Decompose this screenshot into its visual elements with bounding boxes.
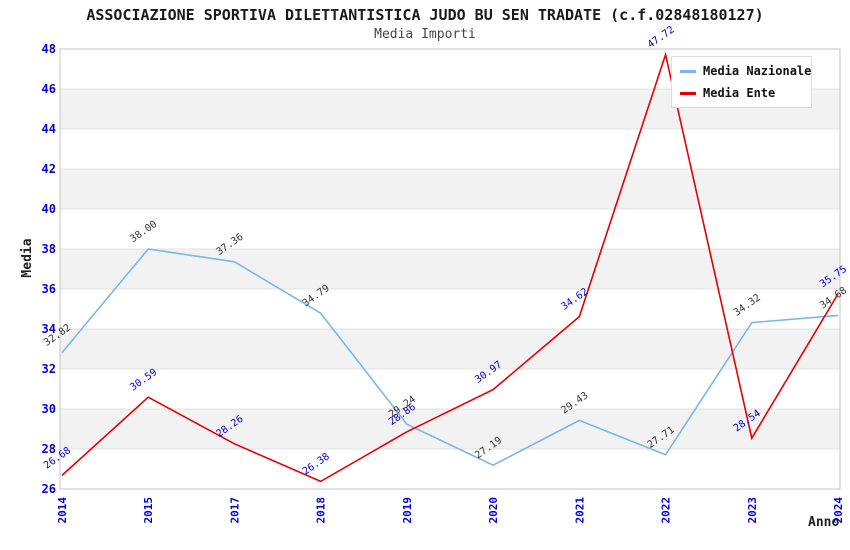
chart-title: ASSOCIAZIONE SPORTIVA DILETTANTISTICA JU…	[86, 6, 764, 24]
x-tick-label: 2020	[487, 497, 500, 524]
legend-label: Media Ente	[703, 86, 776, 100]
grid-band	[60, 249, 840, 289]
y-tick-label: 44	[42, 122, 56, 136]
grid-band	[60, 129, 840, 169]
y-tick-label: 28	[42, 442, 56, 456]
series-line-0	[61, 248, 839, 467]
y-tick-label: 34	[42, 322, 56, 336]
y-tick-label: 32	[42, 362, 56, 376]
grid-band	[60, 169, 840, 209]
y-tick-label: 40	[42, 202, 56, 216]
y-tick-label: 42	[42, 162, 56, 176]
media-nazionale-line-swatch	[680, 69, 696, 73]
y-tick-label: 26	[42, 482, 56, 496]
x-tick-label: 2022	[660, 497, 673, 524]
y-tick-label: 46	[42, 82, 56, 96]
y-tick-label: 30	[42, 402, 56, 416]
y-axis-title: Media	[20, 238, 35, 278]
y-tick-label: 48	[42, 42, 56, 56]
x-tick-label: 2019	[401, 497, 414, 524]
x-tick-label: 2014	[56, 497, 69, 524]
x-tick-label: 2018	[315, 497, 328, 524]
grid-band	[60, 449, 840, 489]
data-label: 47.72	[646, 24, 677, 50]
legend-item-media-ente: Media Ente	[680, 86, 803, 100]
grid-band	[60, 369, 840, 409]
grid-band	[60, 329, 840, 369]
grid-band	[60, 209, 840, 249]
legend: Media Nazionale Media Ente	[671, 56, 812, 108]
media-ente-line-swatch	[680, 91, 696, 95]
x-tick-label: 2023	[746, 497, 759, 524]
x-tick-label: 2015	[142, 497, 155, 524]
x-tick-label: 2021	[573, 497, 586, 524]
y-tick-label: 36	[42, 282, 56, 296]
chart-subtitle: Media Importi	[374, 27, 476, 42]
grid-band	[60, 289, 840, 329]
grid-band	[60, 409, 840, 449]
x-axis-title: Anno	[808, 515, 840, 530]
x-tick-label: 2017	[228, 497, 241, 524]
x-tick-label: 2024	[832, 497, 845, 524]
y-tick-label: 38	[42, 242, 56, 256]
series-line-1	[61, 51, 839, 483]
legend-item-media-nazionale: Media Nazionale	[680, 64, 811, 78]
plot-border	[59, 48, 841, 490]
legend-label: Media Nazionale	[703, 64, 812, 78]
